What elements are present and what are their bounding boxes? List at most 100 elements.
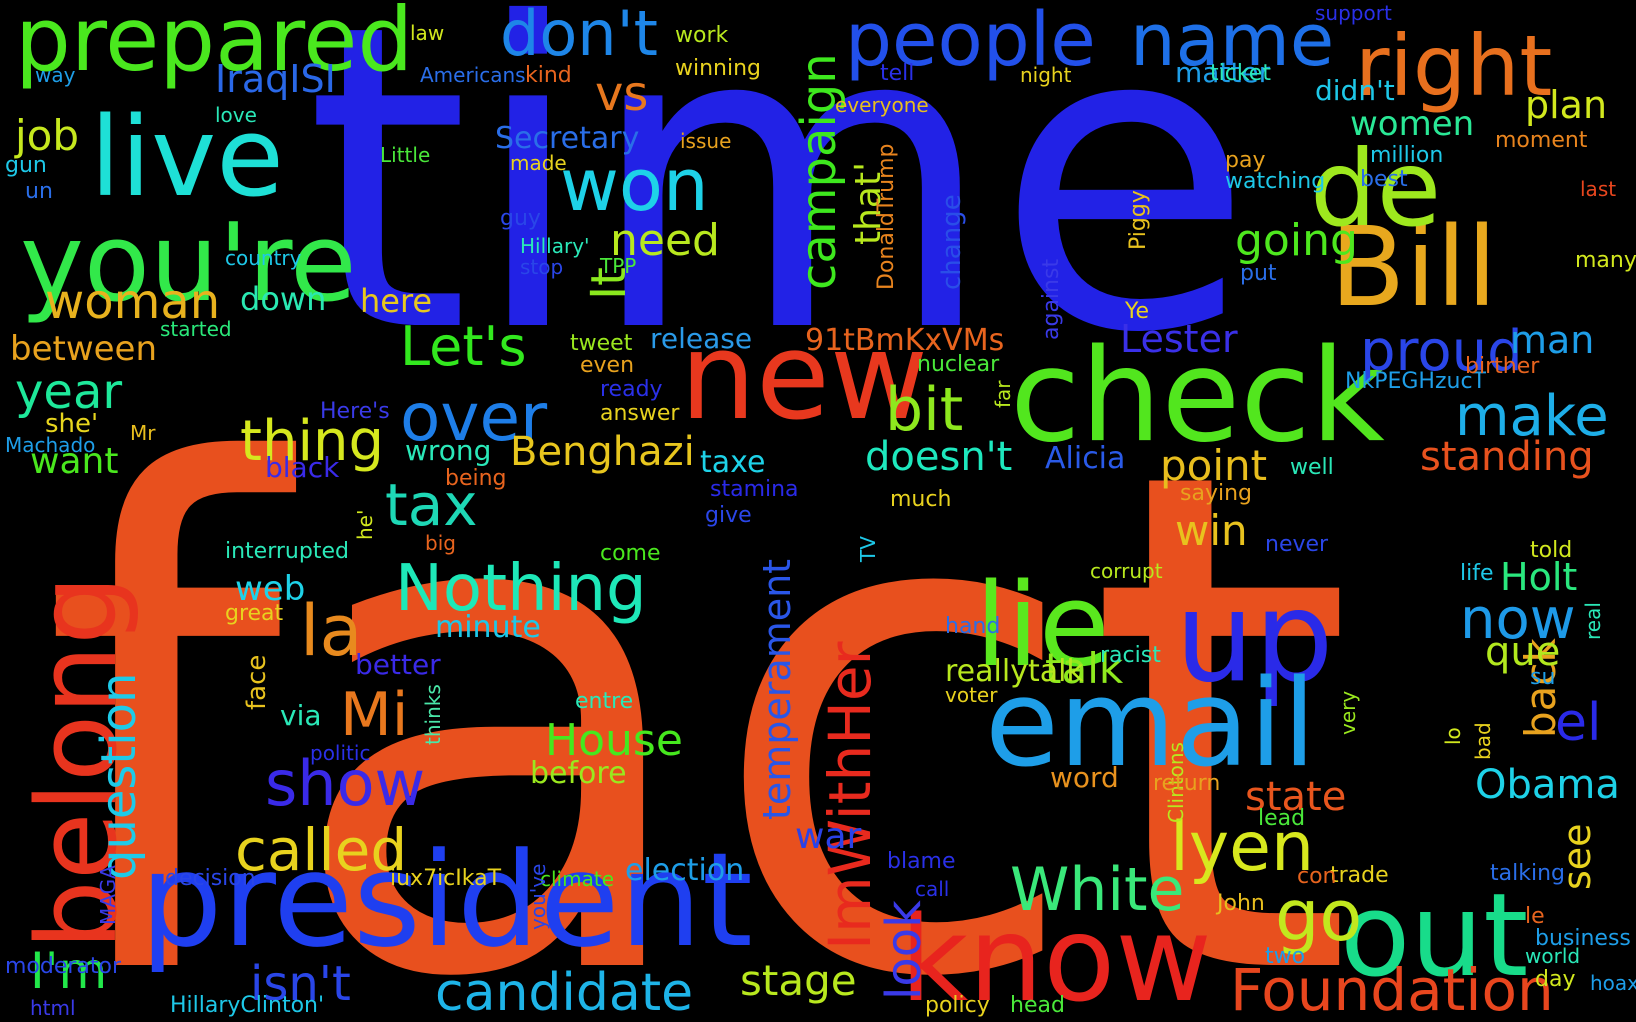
word-110: even (580, 353, 634, 378)
word-133: su (1530, 665, 1555, 690)
word-95: via (280, 699, 322, 732)
word-98: change (937, 194, 967, 290)
word-147: climate (540, 867, 614, 891)
word-93: word (1050, 761, 1119, 794)
word-196: put (1240, 261, 1277, 286)
word-43: el (1555, 693, 1601, 753)
word-168: gun (5, 153, 47, 178)
word-180: guy (500, 206, 541, 231)
word-124: big (425, 531, 456, 555)
word-23: ImWithHer (816, 641, 884, 950)
word-91: election (625, 853, 744, 888)
word-156: le (1525, 904, 1545, 929)
word-48: It (581, 267, 637, 300)
word-40: woman (45, 274, 220, 330)
word-64: going (1235, 215, 1358, 266)
word-134: racist (1100, 643, 1161, 668)
word-153: John (1215, 891, 1265, 916)
word-87: that' (848, 162, 889, 245)
word-11: belong (13, 575, 141, 950)
word-143: return (1153, 771, 1220, 796)
word-80: wrong (405, 434, 491, 467)
word-56: standing (1420, 434, 1594, 480)
word-141: very (1336, 691, 1360, 735)
word-119: well (1290, 455, 1334, 480)
word-164: HillaryClinton' (170, 993, 324, 1018)
word-53: House (545, 715, 683, 766)
word-13: live (90, 93, 284, 221)
word-167: un (25, 179, 53, 204)
word-96: face (242, 655, 272, 710)
word-130: life (1460, 561, 1494, 586)
word-37: thing (240, 409, 384, 474)
word-165: html (30, 996, 76, 1020)
word-163: head (1010, 993, 1065, 1018)
word-121: never (1265, 532, 1329, 557)
word-22: Foundation (1230, 956, 1554, 1022)
word-29: called (235, 816, 407, 884)
word-92: before (530, 756, 627, 791)
word-151: talking (1490, 861, 1565, 886)
word-142: Clintons (1164, 742, 1188, 823)
word-7: up (1175, 565, 1334, 710)
word-86: Secretary (495, 121, 639, 156)
word-21: over (400, 379, 548, 456)
word-139: politic (310, 741, 370, 765)
word-32: lyen (1170, 808, 1314, 887)
word-62: talk (1045, 644, 1124, 693)
word-126: come (600, 541, 661, 566)
word-31: go (1275, 875, 1362, 957)
word-2: president (140, 824, 753, 976)
word-5: know (900, 890, 1212, 1022)
word-116: stamina (710, 477, 799, 502)
word-44: isn't (250, 956, 351, 1012)
word-55: doesn't (865, 434, 1012, 480)
word-104: far (991, 380, 1015, 408)
word-138: entre (575, 689, 633, 714)
word-54: Benghazi (510, 429, 695, 475)
word-176: kind (525, 63, 572, 88)
word-46: stage (740, 956, 857, 1005)
word-81: taxe (700, 445, 765, 480)
word-18: name (1130, 0, 1334, 82)
word-161: two (1265, 944, 1305, 969)
word-183: TPP (599, 254, 636, 278)
word-30: candidate (435, 963, 693, 1022)
word-49: need (610, 215, 720, 266)
word-113: Mr (130, 421, 156, 445)
word-194: last (1580, 177, 1616, 201)
word-187: ticket (1210, 61, 1271, 86)
word-191: moment (1495, 128, 1588, 153)
word-169: country (225, 246, 302, 270)
word-157: business (1535, 926, 1631, 951)
word-71: temperament (755, 559, 799, 820)
word-129: great (225, 601, 284, 626)
word-190: pay (1225, 148, 1265, 173)
word-188: support (1315, 1, 1392, 25)
word-9: email (985, 655, 1316, 794)
word-66: women (1350, 104, 1474, 144)
word-25: show (265, 747, 425, 820)
word-74: 91tBmKxVMs (805, 323, 1004, 358)
word-155: MAGA (96, 865, 120, 925)
word-189: watching (1225, 169, 1325, 194)
word-195: many (1575, 248, 1636, 273)
word-184: everyone (835, 93, 929, 117)
word-36: bit (885, 375, 963, 445)
word-73: IraqISI (215, 57, 336, 101)
word-27: la (300, 590, 362, 672)
word-193: best (1360, 167, 1408, 192)
word-90: better (355, 648, 441, 681)
word-0: fact (40, 325, 1356, 1022)
word-72: war (795, 816, 862, 857)
word-16: right (1355, 17, 1552, 115)
word-79: want (30, 441, 118, 482)
word-3: check (1010, 322, 1385, 471)
word-136: lo (1441, 727, 1465, 745)
word-67: Lester (1120, 317, 1238, 361)
word-15: de (1310, 128, 1441, 250)
word-174: law (410, 21, 444, 45)
word-166: moderator (5, 954, 122, 979)
word-106: birther (1465, 354, 1540, 379)
word-158: world (1525, 944, 1580, 968)
